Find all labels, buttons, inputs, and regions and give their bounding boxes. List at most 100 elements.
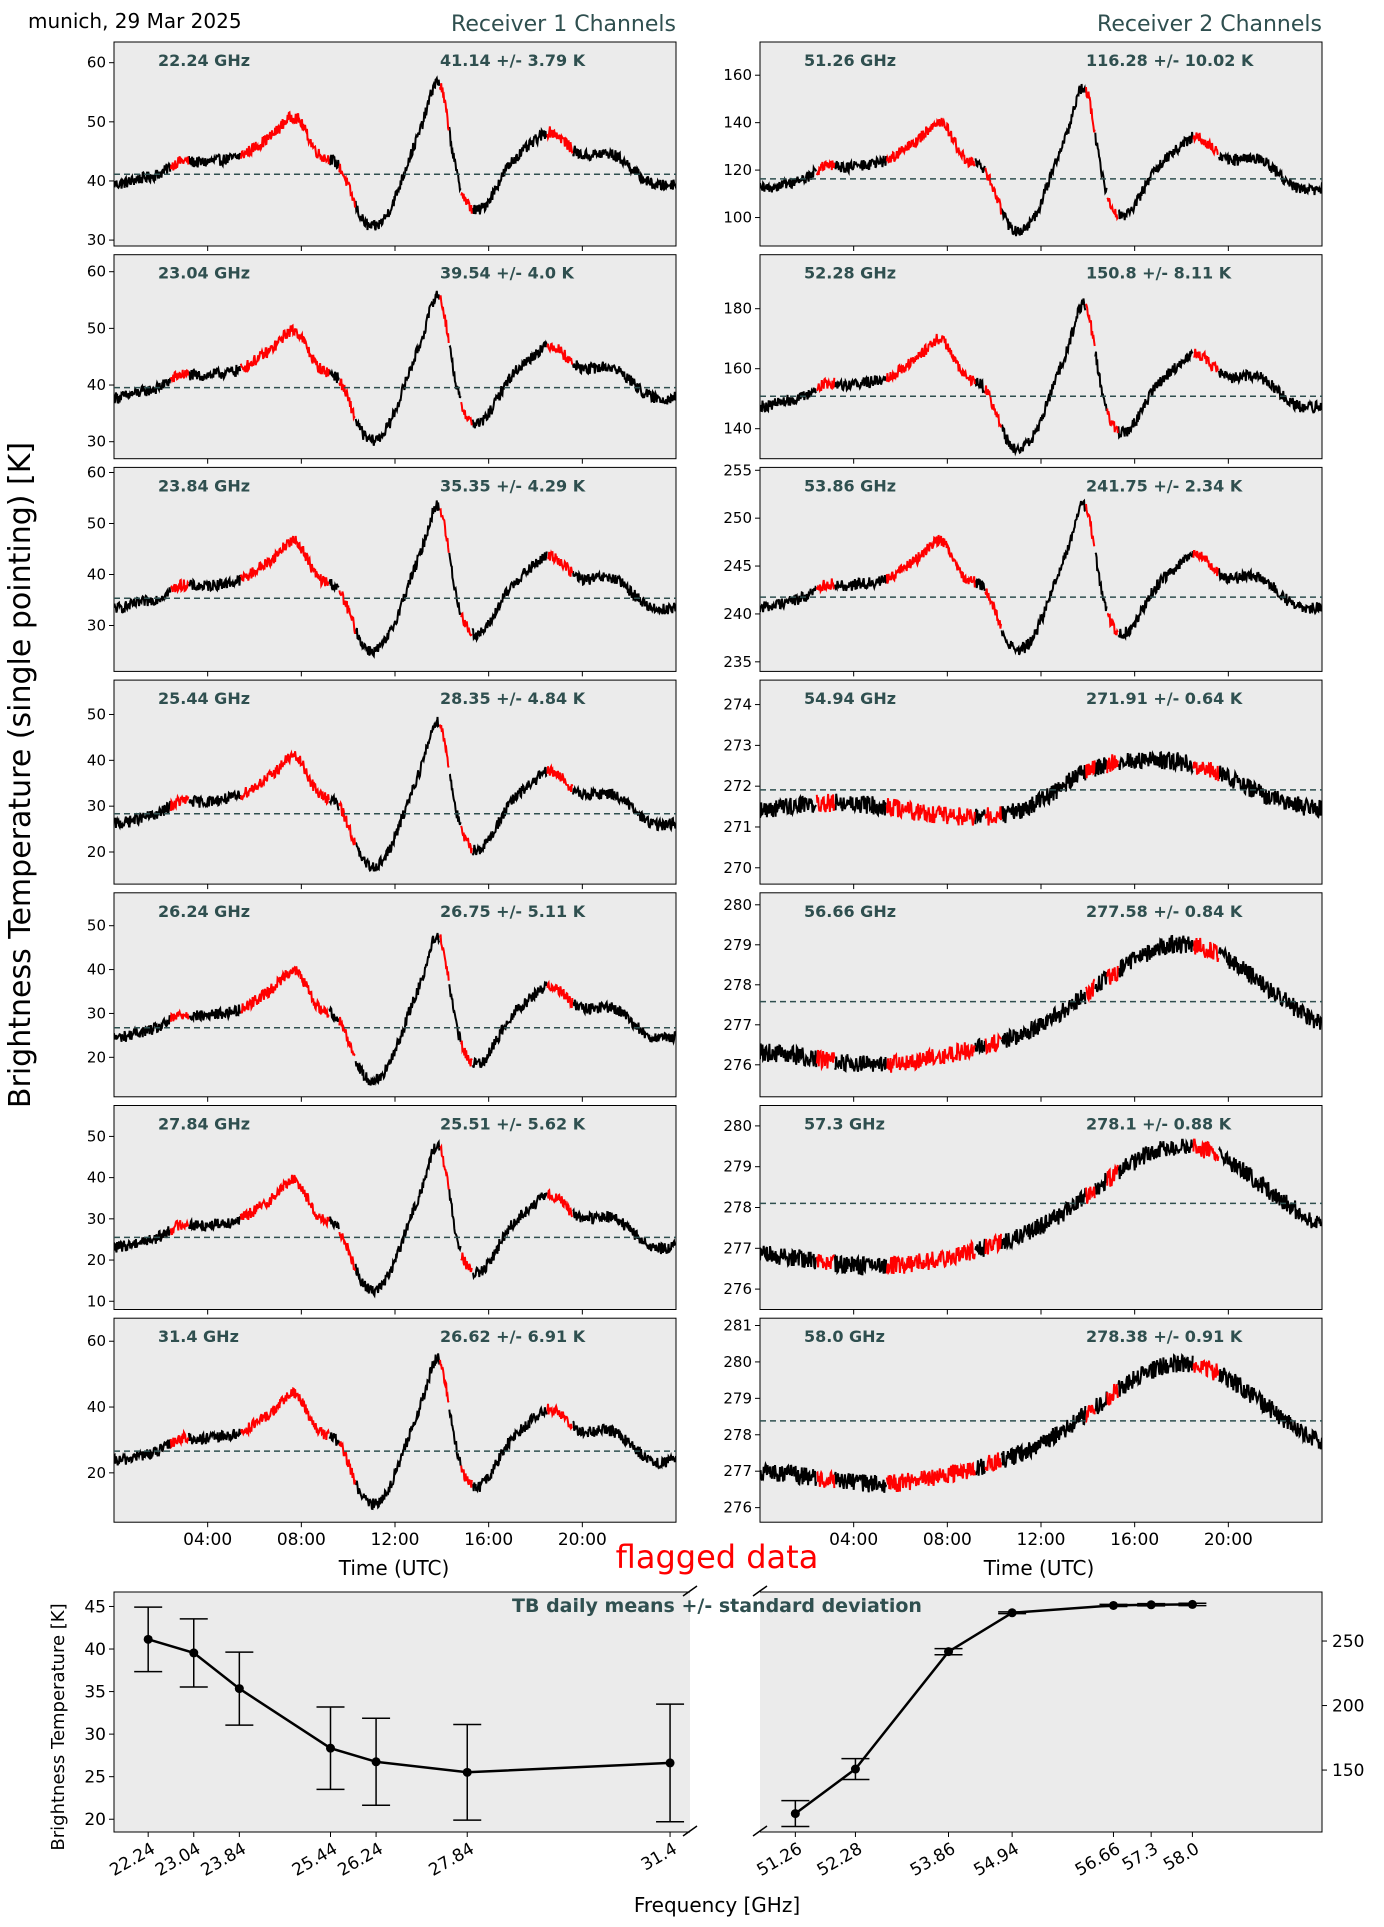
y-tick-label: 60 xyxy=(87,54,106,72)
break-mark xyxy=(682,1825,698,1837)
panel-frame xyxy=(759,679,1323,885)
frequency-label: 54.94 GHz xyxy=(804,689,896,708)
y-tick-label: 140 xyxy=(723,420,752,438)
stats-label: 277.58 +/- 0.84 K xyxy=(1086,902,1243,921)
y-tick-label: 250 xyxy=(723,509,752,527)
y-tick-label: 280 xyxy=(723,1117,752,1135)
frequency-label: 53.86 GHz xyxy=(804,476,896,495)
trace-group xyxy=(760,1140,1322,1276)
summary-y-tick-label: 200 xyxy=(1332,1697,1364,1717)
timeseries-panel: 10 20 30 40 50 27.84 GHz 25.51 +/- 5.62 K xyxy=(87,1105,677,1315)
panel-frame xyxy=(113,1317,677,1523)
trace-group xyxy=(114,933,676,1086)
timeseries-panel: 276 277 278 279 280 281 58.0 GHz 278.38 +/- 0.9… xyxy=(723,1316,1323,1550)
trace-group xyxy=(114,75,676,231)
stats-label: 278.38 +/- 0.91 K xyxy=(1086,1327,1243,1346)
y-tick-label: 30 xyxy=(87,231,106,249)
stats-label: 35.35 +/- 4.29 K xyxy=(440,476,586,495)
frequency-label: 27.84 GHz xyxy=(158,1115,250,1134)
timeseries-panel: 20 40 60 31.4 GHz 26.62 +/- 6.91 K 04:00 08:00… xyxy=(87,1317,677,1550)
stats-label: 26.75 +/- 5.11 K xyxy=(440,902,586,921)
panel-frame xyxy=(759,892,1323,1098)
y-tick-label: 100 xyxy=(723,209,752,227)
data-point xyxy=(325,1743,335,1753)
summary-y-tick-label: 150 xyxy=(1332,1761,1364,1781)
y-tick-label: 160 xyxy=(723,360,752,378)
frequency-tick-label: 22.24 xyxy=(107,1839,159,1881)
break-mark xyxy=(752,1585,768,1597)
y-tick-label: 40 xyxy=(87,1169,106,1187)
stats-label: 150.8 +/- 8.11 K xyxy=(1086,264,1232,283)
time-tick-label: 12:00 xyxy=(371,1530,420,1550)
y-tick-label: 278 xyxy=(723,976,752,994)
timeseries-panel: 276 277 278 279 280 57.3 GHz 278.1 +/- 0.88 K xyxy=(723,1105,1323,1315)
timeseries-panel: 140 160 180 52.28 GHz 150.8 +/- 8.11 K xyxy=(723,254,1323,464)
summary-y-tick-label: 35 xyxy=(84,1683,106,1703)
y-tick-label: 60 xyxy=(87,263,106,281)
trace-group xyxy=(760,936,1322,1073)
y-tick-label: 60 xyxy=(87,464,106,482)
y-tick-label: 276 xyxy=(723,1499,752,1517)
time-series-panels: 30 40 50 60 22.24 GHz 41.14 +/- 3.79 K 30 40 50 6… xyxy=(87,41,1323,1550)
y-tick-label: 60 xyxy=(87,1332,106,1350)
y-tick-label: 50 xyxy=(87,319,106,337)
y-tick-label: 50 xyxy=(87,1127,106,1145)
data-trace xyxy=(760,498,1322,656)
summary-y-axis-label: Brightness Temperature [K] xyxy=(48,1603,69,1850)
frequency-label: 56.66 GHz xyxy=(804,902,896,921)
y-tick-label: 240 xyxy=(723,605,752,623)
data-point xyxy=(790,1809,800,1819)
y-tick-label: 40 xyxy=(87,376,106,394)
stats-label: 25.51 +/- 5.62 K xyxy=(440,1115,586,1134)
y-tick-label: 10 xyxy=(87,1292,106,1310)
y-tick-label: 40 xyxy=(87,961,106,979)
y-tick-label: 50 xyxy=(87,515,106,533)
y-tick-label: 140 xyxy=(723,114,752,132)
frequency-label: 23.04 GHz xyxy=(158,264,250,283)
trace-group xyxy=(114,1139,676,1299)
data-point xyxy=(1187,1599,1197,1609)
y-tick-label: 160 xyxy=(723,66,752,84)
y-tick-label: 40 xyxy=(87,1398,106,1416)
data-trace xyxy=(114,1353,676,1511)
stats-label: 41.14 +/- 3.79 K xyxy=(440,51,586,70)
data-point xyxy=(1007,1608,1017,1618)
frequency-label: 51.26 GHz xyxy=(804,51,896,70)
frequency-tick-label: 26.24 xyxy=(334,1839,386,1881)
frequency-label: 23.84 GHz xyxy=(158,476,250,495)
data-point xyxy=(234,1684,244,1694)
stats-label: 39.54 +/- 4.0 K xyxy=(440,264,575,283)
receiver2-title: Receiver 2 Channels xyxy=(1097,12,1322,37)
frequency-tick-label: 58.0 xyxy=(1160,1839,1203,1875)
time-tick-label: 20:00 xyxy=(558,1530,607,1550)
data-point xyxy=(371,1757,381,1767)
summary-y-tick-label: 45 xyxy=(84,1597,106,1617)
data-trace xyxy=(760,750,1322,825)
y-tick-label: 30 xyxy=(87,1004,106,1022)
data-point xyxy=(665,1758,675,1768)
stats-label: 278.1 +/- 0.88 K xyxy=(1086,1115,1232,1134)
location-date-label: munich, 29 Mar 2025 xyxy=(28,9,242,33)
panel-frame xyxy=(113,254,677,460)
time-tick-label: 04:00 xyxy=(829,1530,878,1550)
stats-label: 116.28 +/- 10.02 K xyxy=(1086,51,1254,70)
y-tick-label: 279 xyxy=(723,1158,752,1176)
data-point xyxy=(1146,1600,1156,1610)
panel-frame xyxy=(113,892,677,1098)
data-trace xyxy=(114,75,676,231)
y-tick-label: 50 xyxy=(87,917,106,935)
y-tick-label: 40 xyxy=(87,172,106,190)
y-tick-label: 40 xyxy=(87,751,106,769)
y-tick-label: 30 xyxy=(87,797,106,815)
data-trace xyxy=(760,1353,1322,1493)
timeseries-panel: 20 30 40 50 25.44 GHz 28.35 +/- 4.84 K xyxy=(87,679,677,890)
data-trace xyxy=(760,1138,1322,1276)
stats-label: 26.62 +/- 6.91 K xyxy=(440,1327,586,1346)
y-tick-label: 279 xyxy=(723,936,752,954)
y-tick-label: 280 xyxy=(723,1353,752,1371)
data-point xyxy=(462,1767,472,1777)
frequency-tick-label: 52.28 xyxy=(814,1839,866,1881)
panel-frame xyxy=(113,679,677,885)
y-tick-label: 40 xyxy=(87,566,106,584)
